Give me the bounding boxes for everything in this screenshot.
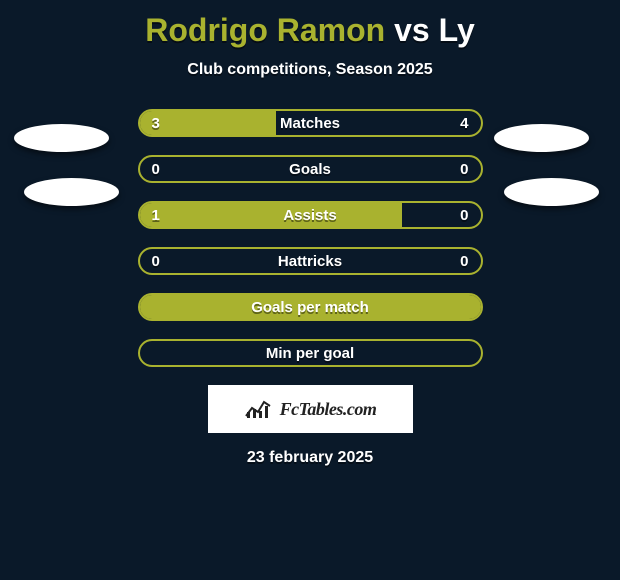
- brand-box: FcTables.com: [208, 385, 413, 433]
- stat-row: 0 0Goals: [138, 155, 483, 183]
- brand-chart-icon: [244, 398, 272, 420]
- page-title: Rodrigo Ramon vs Ly: [0, 0, 620, 49]
- stat-right-value: 4: [460, 111, 468, 135]
- stat-right-value: 0: [460, 249, 468, 273]
- avatar: [504, 178, 599, 206]
- stat-right-value: 0: [460, 157, 468, 181]
- fill-left: [140, 111, 276, 135]
- subtitle: Club competitions, Season 2025: [0, 61, 620, 79]
- stat-left-value: 0: [152, 157, 160, 181]
- stat-rows: 34Matches00Goals10Assists00HattricksGoal…: [138, 109, 483, 367]
- stat-left-value: 3: [152, 111, 160, 135]
- stat-right-value: 0: [460, 203, 468, 227]
- stat-row: Goals per match: [138, 293, 483, 321]
- stat-row: 10Assists: [138, 201, 483, 229]
- stat-row: Min per goal: [138, 339, 483, 367]
- player2-name: Ly: [439, 12, 475, 48]
- avatar: [14, 124, 109, 152]
- date-text: 23 february 2025: [0, 449, 620, 467]
- stat-label: Hattricks: [140, 249, 481, 273]
- stat-row: 34Matches: [138, 109, 483, 137]
- fill-left: [140, 203, 403, 227]
- stat-label: Min per goal: [140, 341, 481, 365]
- stat-left-value: 1: [152, 203, 160, 227]
- player1-name: Rodrigo Ramon: [145, 12, 385, 48]
- stat-label: Goals: [140, 157, 481, 181]
- avatar: [494, 124, 589, 152]
- stat-row: 0 0Hattricks: [138, 247, 483, 275]
- vs-text: vs: [394, 12, 430, 48]
- brand-text: FcTables.com: [280, 399, 377, 420]
- stat-left-value: 0: [152, 249, 160, 273]
- avatar: [24, 178, 119, 206]
- fill-left: [140, 295, 481, 319]
